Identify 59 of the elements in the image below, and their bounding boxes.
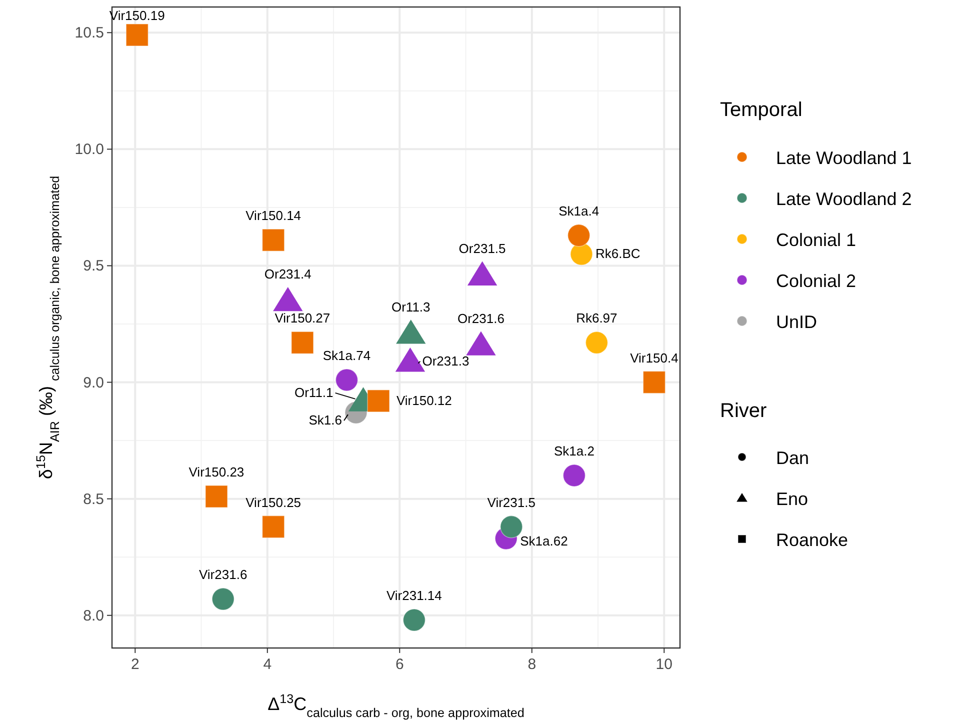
point [273,286,303,312]
legend-label: Colonial 1 [776,230,856,250]
legend-label: Eno [776,489,808,509]
x-tick-label: 6 [395,656,404,673]
annotation: Or231.5 [458,241,506,256]
y-tick-label: 9.0 [83,374,104,392]
x-axis-title: Δ$^{13}$C$_{calculus carb - org, bone approximated}$ [268,692,524,720]
legend-label: UnID [776,312,818,332]
annotation: Rk6.BC [595,246,640,262]
point [467,261,498,286]
point [402,608,426,632]
legend-label: Late Woodland 1 [776,148,912,168]
annotation: Vir150.4 [630,350,678,366]
annotation: Vir150.12 [396,392,452,408]
annotation: Vir150.14 [246,208,302,224]
x-tick-label: 2 [130,656,140,673]
y-tick-label: 10.5 [74,24,104,42]
x-tick-label: 8 [528,656,536,673]
annotation: Or231.4 [264,266,312,282]
point [262,515,285,538]
y-tick-label: 9.5 [83,258,104,275]
y-tick-label: 10.0 [74,141,104,158]
annotation: Rk6.97 [576,310,618,326]
annotation: Vir150.23 [188,464,244,480]
annotation: Sk1.6 [308,412,342,428]
point [291,331,314,354]
point [642,370,666,394]
legend-label: Dan [776,448,810,468]
legend-label: Late Woodland 2 [776,189,912,209]
annotation: Vir231.5 [487,494,536,510]
point [585,331,608,354]
point [126,24,149,46]
point [205,485,228,508]
point [262,228,285,252]
x-tick-label: 10 [656,656,672,673]
annotation: Sk1a.2 [554,444,594,459]
annotation: Vir150.27 [274,310,330,326]
annotation: Or231.3 [422,353,470,368]
annotation: Or11.3 [391,299,430,314]
annotation: Sk1a.62 [520,533,568,548]
legend-label: Colonial 2 [776,271,856,291]
annotation: Vir150.25 [246,494,302,510]
point [212,588,234,610]
annotation: Sk1a.4 [558,203,600,218]
legend-label: Roanoke [776,530,848,550]
text: River [720,400,767,422]
y-tick-label: 8.5 [83,490,104,508]
point [466,331,496,356]
point [567,224,590,247]
point [570,242,593,266]
annotation: Vir231.14 [386,588,442,604]
x-tick-label: 4 [263,656,272,673]
y-tick-label: 8.0 [83,607,104,624]
point [367,390,390,412]
annotation: Or231.6 [457,310,504,326]
text: Temporal [720,99,802,121]
annotation: Or11.1 [294,384,334,400]
annotation: Sk1a.74 [322,348,371,363]
annotation: Vir231.6 [198,567,248,582]
